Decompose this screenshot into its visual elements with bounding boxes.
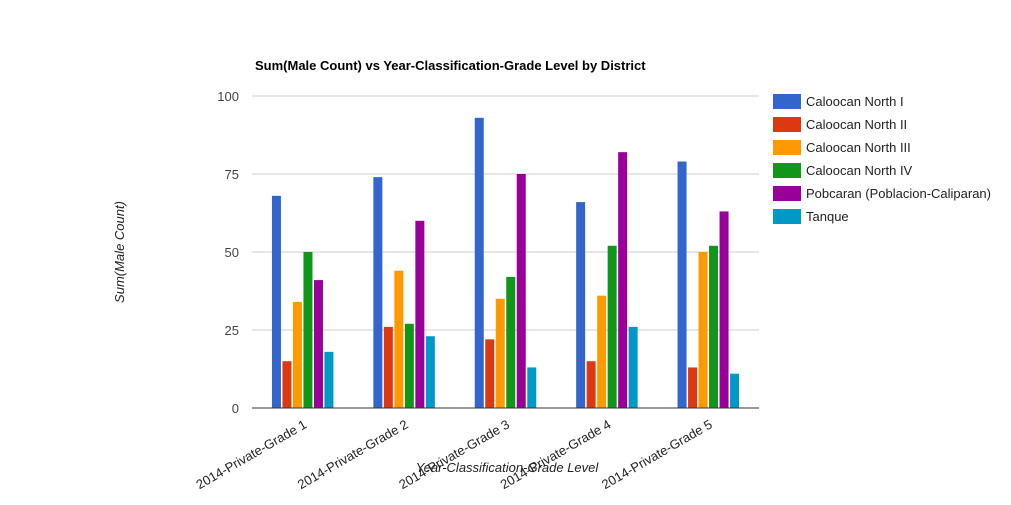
x-axis-title: Year-Classification-Grade Level	[416, 460, 600, 475]
legend-swatch	[773, 163, 801, 178]
legend-label: Caloocan North II	[806, 117, 907, 132]
legend-label: Pobcaran (Poblacion-Caliparan)	[806, 186, 991, 201]
bar	[404, 323, 414, 408]
gridlines	[252, 95, 759, 331]
bar	[586, 361, 596, 408]
legend-swatch	[773, 117, 801, 132]
bar	[506, 276, 516, 408]
bar	[628, 326, 638, 408]
bar	[373, 177, 383, 408]
bar	[527, 367, 537, 408]
bars	[271, 117, 740, 408]
bar	[485, 339, 495, 408]
x-category-label: 2014-Private-Grade 3	[396, 417, 512, 492]
chart-title: Sum(Male Count) vs Year-Classification-G…	[255, 58, 646, 73]
bar	[688, 367, 698, 408]
legend-swatch	[773, 209, 801, 224]
legend: Caloocan North I Caloocan North II Calooca…	[773, 94, 991, 224]
legend-label: Caloocan North I	[806, 94, 904, 109]
bar	[607, 245, 617, 408]
bar	[324, 351, 334, 408]
legend-swatch	[773, 140, 801, 155]
y-tick-label: 25	[225, 323, 239, 338]
bar	[383, 326, 393, 408]
legend-label: Caloocan North IV	[806, 163, 913, 178]
bar	[576, 202, 586, 408]
bar	[394, 270, 404, 408]
bar	[313, 280, 323, 408]
legend-swatch	[773, 186, 801, 201]
x-category-label: 2014-Private-Grade 2	[295, 417, 411, 492]
bar	[698, 252, 708, 408]
bar	[618, 152, 628, 408]
y-tick-label: 100	[217, 89, 239, 104]
bar	[677, 161, 687, 408]
bar	[709, 245, 719, 408]
legend-swatch	[773, 94, 801, 109]
bar	[415, 220, 425, 408]
bar	[474, 117, 484, 408]
y-axis-title: Sum(Male Count)	[112, 201, 127, 303]
y-tick-label: 75	[225, 167, 239, 182]
bar	[730, 373, 740, 408]
x-category-label: 2014-Private-Grade 1	[193, 417, 309, 492]
legend-label: Tanque	[806, 209, 849, 224]
bar	[597, 295, 607, 408]
bar	[516, 174, 526, 408]
x-category-label: 2014-Private-Grade 5	[599, 417, 715, 492]
bar	[495, 298, 505, 408]
bar	[282, 361, 292, 408]
y-tick-label: 50	[225, 245, 239, 260]
y-axis-ticks: 0 25 50 75 100	[217, 89, 239, 416]
bar	[425, 336, 435, 408]
bar	[271, 195, 281, 408]
bar	[303, 252, 313, 408]
bar	[719, 211, 729, 408]
legend-label: Caloocan North III	[806, 140, 911, 155]
x-category-label: 2014-Private-Grade 4	[498, 417, 614, 492]
y-tick-label: 0	[232, 401, 239, 416]
bar	[292, 301, 302, 408]
